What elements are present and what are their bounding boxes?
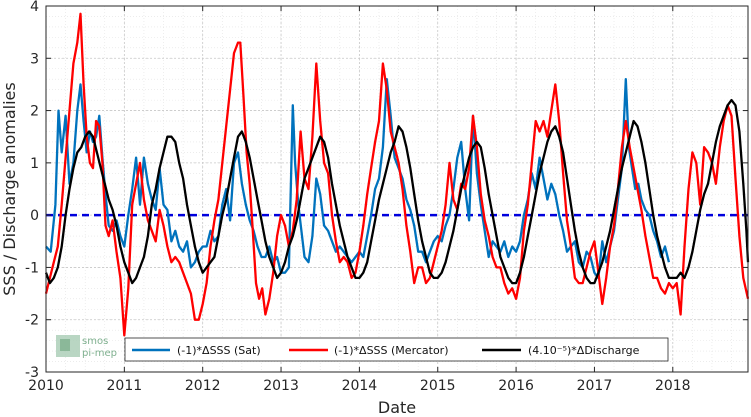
legend-label-mercator: (-1)*ΔSSS (Mercator) bbox=[334, 344, 449, 357]
series-line-mercator bbox=[44, 12, 750, 337]
legend-label-discharge: (4.10⁻⁵)*ΔDischarge bbox=[528, 344, 640, 357]
legend-label-sat: (-1)*ΔSSS (Sat) bbox=[177, 344, 261, 357]
plot-frame bbox=[45, 5, 749, 373]
y-axis-label: SSS / Discharge anomalies bbox=[0, 82, 19, 295]
x-tick-label: 2015 bbox=[420, 378, 456, 394]
logo-text-line1: smos bbox=[82, 336, 108, 347]
y-tick-label: 0 bbox=[30, 208, 39, 224]
y-tick-label: 1 bbox=[30, 156, 39, 172]
series-line-discharge bbox=[44, 98, 750, 285]
tick-labels: 2010 2011 2012 2013 2014 2015 2016 2017 2018-3-2… bbox=[25, 0, 691, 394]
y-tick-label: 4 bbox=[30, 0, 39, 15]
logo-text-line2: pi-mep bbox=[82, 348, 117, 359]
y-tick-label: 3 bbox=[30, 51, 39, 67]
legend-box bbox=[124, 337, 669, 362]
x-tick-label: 2013 bbox=[263, 378, 299, 394]
y-tick-label: -2 bbox=[25, 313, 39, 329]
y-tick-label: -1 bbox=[25, 260, 39, 276]
x-tick-label: 2014 bbox=[342, 378, 378, 394]
x-tick-label: 2017 bbox=[577, 378, 613, 394]
x-tick-label: 2011 bbox=[107, 378, 143, 394]
legend: (-1)*ΔSSS (Sat) (-1)*ΔSSS (Mercator) (4.… bbox=[124, 337, 669, 362]
x-axis-label: Date bbox=[378, 398, 416, 417]
series-layer bbox=[44, 12, 750, 337]
y-tick-label: -3 bbox=[25, 365, 39, 381]
y-tick-label: 2 bbox=[30, 104, 39, 120]
plot-background bbox=[46, 6, 748, 372]
x-tick-label: 2018 bbox=[655, 378, 691, 394]
tick-marks bbox=[45, 5, 748, 373]
smos-logo: smos pi-mep bbox=[56, 335, 117, 359]
x-tick-label: 2012 bbox=[185, 378, 221, 394]
x-tick-label: 2016 bbox=[498, 378, 534, 394]
logo-mark-accent bbox=[60, 339, 70, 351]
series-line-sat bbox=[45, 78, 671, 280]
x-tick-label: 2010 bbox=[28, 378, 64, 394]
